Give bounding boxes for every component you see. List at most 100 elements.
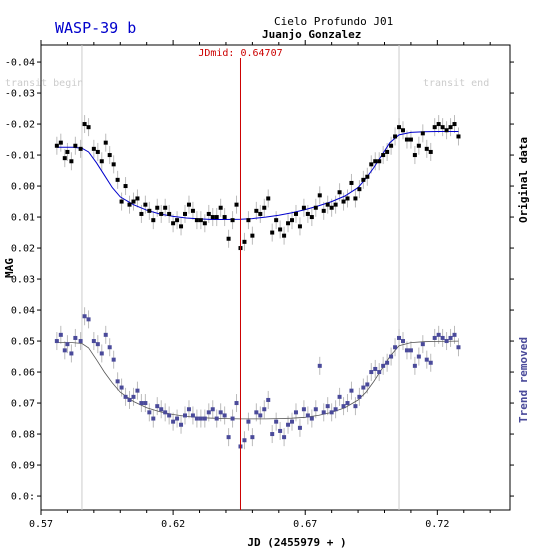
original-data-point (440, 125, 445, 130)
original-data-point (333, 202, 338, 207)
trend-removed-point (222, 413, 227, 418)
trend-removed-point (99, 351, 104, 356)
original-data-point (194, 218, 199, 223)
original-data-point (290, 218, 295, 223)
original-data-point (313, 205, 318, 210)
x-tick-label: 0.72 (425, 519, 449, 530)
original-data-point (412, 153, 417, 158)
trend-removed-point (420, 342, 425, 347)
trend-removed-point (65, 342, 70, 347)
trend-removed-point (103, 332, 108, 337)
original-data-point (293, 211, 298, 216)
trend-removed-point (254, 410, 259, 415)
trend-removed-point (428, 360, 433, 365)
original-data-point (206, 211, 211, 216)
y-tick-label: 0.03 (11, 275, 35, 286)
y-tick-label: 0.05 (11, 337, 35, 348)
y-tick-label: 0.04 (11, 306, 35, 317)
trend-removed-point (404, 348, 409, 353)
original-data-point (58, 140, 63, 145)
trend-removed-point (111, 357, 116, 362)
original-data-point (171, 221, 176, 226)
trend-removed-point (361, 385, 366, 390)
trend-removed-point (58, 332, 63, 337)
original-data-point (282, 233, 287, 238)
original-data-point (246, 218, 251, 223)
y-tick-label: -0.02 (5, 120, 35, 131)
original-data-point (226, 236, 231, 241)
x-axis-label: JD (2455979 + ) (247, 536, 346, 549)
y-tick-label: 0.02 (11, 244, 35, 255)
original-data-point (139, 211, 144, 216)
right-label-trend-removed: Trend removed (517, 337, 530, 423)
y-tick-label: 0.00 (11, 182, 35, 193)
x-tick-label: 0.67 (293, 519, 317, 530)
trend-removed-point (54, 339, 59, 344)
original-data-point (305, 211, 310, 216)
original-data-point (325, 202, 330, 207)
trend-removed-point (325, 404, 330, 409)
original-data-point (270, 230, 275, 235)
trend-removed-point (397, 335, 402, 340)
y-tick-label: -0.03 (5, 89, 35, 100)
trend-removed-point (266, 397, 271, 402)
original-data-point (73, 143, 78, 148)
original-data-point (361, 177, 366, 182)
original-data-point (258, 211, 263, 216)
original-data-point (155, 205, 160, 210)
trend-removed-point (440, 335, 445, 340)
trend-removed-point (270, 432, 275, 437)
trend-removed-point (163, 410, 168, 415)
original-data-point (381, 153, 386, 158)
trend-removed-point (91, 339, 96, 344)
original-data-point (86, 125, 91, 130)
original-data-point (95, 149, 100, 154)
plot-frame (40, 44, 511, 511)
original-data-point (131, 199, 136, 204)
original-data-point (99, 159, 104, 164)
trend-removed-point (297, 425, 302, 430)
original-data-point (62, 156, 67, 161)
trend-removed-point (444, 339, 449, 344)
original-data-point (147, 208, 152, 213)
trend-removed-point (408, 348, 413, 353)
trend-removed-point (456, 345, 461, 350)
trend-removed-point (293, 410, 298, 415)
trend-removed-point (385, 360, 390, 365)
chart-title: WASP-39 b (55, 19, 136, 37)
trend-removed-point (250, 435, 255, 440)
original-data-point (416, 143, 421, 148)
original-data-point (400, 128, 405, 133)
original-data-point (345, 196, 350, 201)
trend-removed-point (139, 401, 144, 406)
original-data-point (254, 208, 259, 213)
trend-removed-point (230, 416, 235, 421)
trend-removed-point (86, 317, 91, 322)
trend-removed-point (301, 407, 306, 412)
original-data-point (274, 218, 279, 223)
trend-removed-point (175, 416, 180, 421)
trend-removed-point (218, 410, 223, 415)
y-tick-label: 0.08 (11, 430, 35, 441)
trend-removed-point (400, 339, 405, 344)
original-data-point (135, 196, 140, 201)
y-tick-label: 0.0: (11, 492, 35, 503)
right-label-original: Original data (517, 137, 530, 223)
trend-removed-point (202, 416, 207, 421)
original-data-point (54, 143, 59, 148)
x-tick-label: 0.57 (29, 519, 53, 530)
trend-removed-point (135, 388, 140, 393)
y-tick-label: 0.09 (11, 461, 35, 472)
trend-removed-point (353, 404, 358, 409)
trend-removed-point (337, 394, 342, 399)
original-data-point (297, 224, 302, 229)
original-data-point (210, 215, 215, 220)
trend-removed-point (329, 410, 334, 415)
original-data-point (353, 196, 358, 201)
original-data-point (143, 202, 148, 207)
trend-removed-point (381, 363, 386, 368)
original-data-point (78, 146, 83, 151)
trend-removed-point (62, 348, 67, 353)
y-tick-label: 0.01 (11, 213, 35, 224)
trend-removed-point (333, 407, 338, 412)
